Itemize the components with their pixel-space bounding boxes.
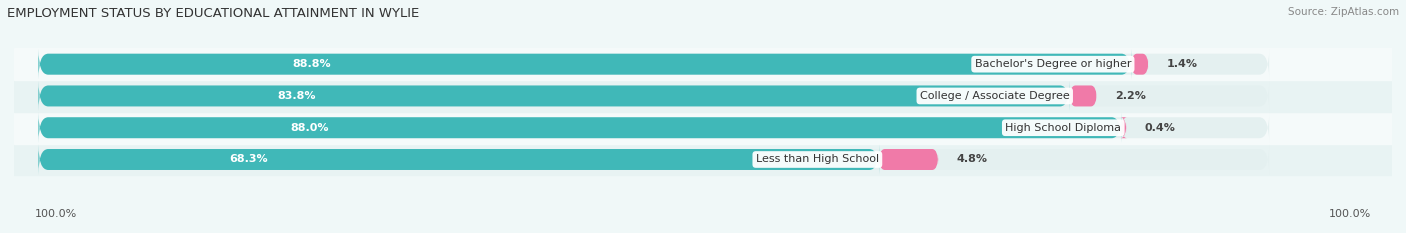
- Text: 1.4%: 1.4%: [1167, 59, 1198, 69]
- FancyBboxPatch shape: [38, 144, 879, 175]
- Text: 100.0%: 100.0%: [35, 209, 77, 219]
- FancyBboxPatch shape: [1121, 117, 1128, 138]
- Text: Bachelor's Degree or higher: Bachelor's Degree or higher: [974, 59, 1130, 69]
- Text: 88.0%: 88.0%: [290, 123, 329, 133]
- Bar: [14, 144, 1392, 175]
- Text: High School Diploma: High School Diploma: [1005, 123, 1122, 133]
- Legend: In Labor Force, Unemployed: In Labor Force, Unemployed: [598, 230, 808, 233]
- Text: 88.8%: 88.8%: [292, 59, 330, 69]
- FancyBboxPatch shape: [38, 81, 1070, 111]
- FancyBboxPatch shape: [38, 144, 1270, 175]
- FancyBboxPatch shape: [1070, 86, 1097, 106]
- Text: College / Associate Degree: College / Associate Degree: [920, 91, 1070, 101]
- Bar: [14, 112, 1392, 144]
- Text: 2.2%: 2.2%: [1115, 91, 1146, 101]
- Bar: [14, 80, 1392, 112]
- FancyBboxPatch shape: [879, 149, 938, 170]
- FancyBboxPatch shape: [38, 113, 1122, 143]
- Bar: [14, 48, 1392, 80]
- FancyBboxPatch shape: [1130, 54, 1149, 75]
- Text: Source: ZipAtlas.com: Source: ZipAtlas.com: [1288, 7, 1399, 17]
- Text: 4.8%: 4.8%: [956, 154, 987, 164]
- FancyBboxPatch shape: [38, 49, 1132, 79]
- Text: 100.0%: 100.0%: [1329, 209, 1371, 219]
- FancyBboxPatch shape: [38, 49, 1270, 79]
- Text: 83.8%: 83.8%: [277, 91, 316, 101]
- Text: EMPLOYMENT STATUS BY EDUCATIONAL ATTAINMENT IN WYLIE: EMPLOYMENT STATUS BY EDUCATIONAL ATTAINM…: [7, 7, 419, 20]
- Text: 68.3%: 68.3%: [229, 154, 269, 164]
- FancyBboxPatch shape: [38, 81, 1270, 111]
- FancyBboxPatch shape: [38, 113, 1270, 143]
- Text: Less than High School: Less than High School: [756, 154, 879, 164]
- Text: 0.4%: 0.4%: [1144, 123, 1175, 133]
